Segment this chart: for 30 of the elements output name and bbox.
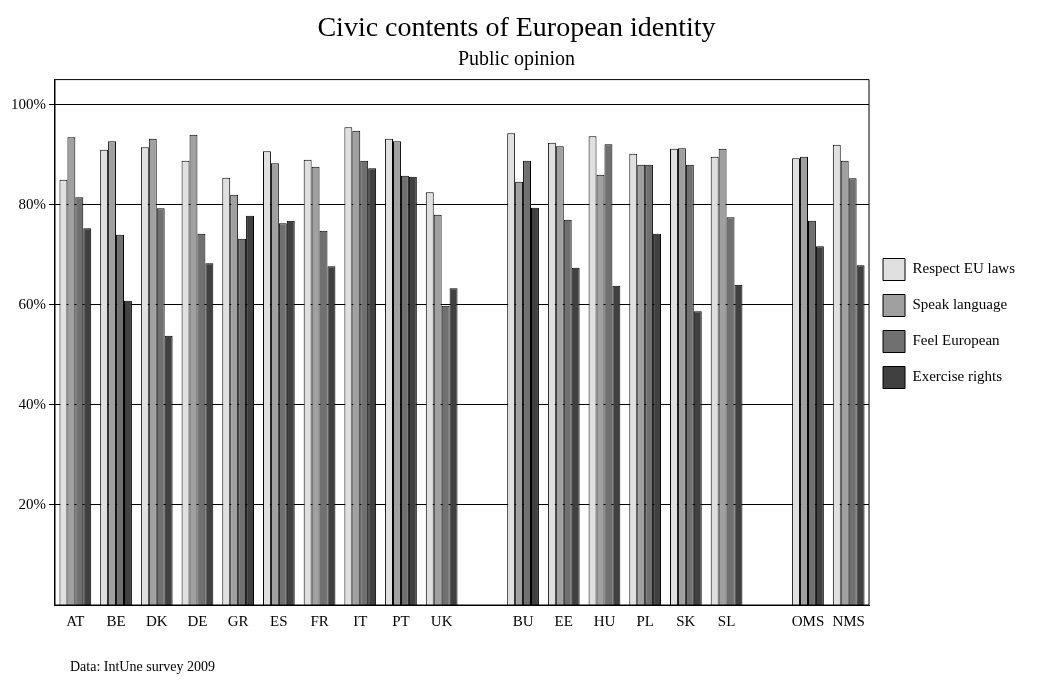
y-tick-label: 100% bbox=[11, 95, 46, 112]
x-tick-label: GR bbox=[227, 612, 249, 629]
x-tick-label: FR bbox=[310, 612, 329, 629]
y-tick-label: 20% bbox=[18, 495, 46, 512]
x-tick-label: NMS bbox=[832, 612, 865, 629]
legend-label: Exercise rights bbox=[912, 368, 1003, 385]
legend-label: Feel European bbox=[912, 332, 1001, 349]
x-tick-label: IT bbox=[353, 612, 368, 629]
chart-subtitle: Public opinion bbox=[457, 46, 576, 70]
x-tick-label: SK bbox=[676, 612, 696, 629]
chart-title: Civic contents of European identity bbox=[317, 11, 716, 43]
x-tick-label: AT bbox=[66, 612, 85, 629]
y-tick-label: 40% bbox=[18, 395, 46, 412]
y-tick-label: 80% bbox=[18, 195, 46, 212]
x-tick-label: BU bbox=[512, 612, 534, 629]
x-tick-label: UK bbox=[430, 612, 453, 629]
legend-label: Speak language bbox=[912, 296, 1008, 313]
x-tick-label: BE bbox=[106, 612, 126, 629]
x-tick-label: PL bbox=[636, 612, 654, 629]
x-tick-label: ES bbox=[270, 612, 288, 629]
x-tick-label: HU bbox=[593, 612, 616, 629]
x-tick-label: DK bbox=[145, 612, 168, 629]
text: Data: IntUne survey 2009 bbox=[70, 659, 216, 674]
x-tick-label: PT bbox=[392, 612, 410, 629]
x-tick-label: EE bbox=[554, 612, 573, 629]
legend-label: Respect EU laws bbox=[912, 260, 1016, 277]
x-tick-label: DE bbox=[187, 612, 208, 629]
y-tick-label: 60% bbox=[18, 295, 46, 312]
x-tick-label: OMS bbox=[791, 612, 825, 629]
x-tick-label: SL bbox=[717, 612, 736, 629]
